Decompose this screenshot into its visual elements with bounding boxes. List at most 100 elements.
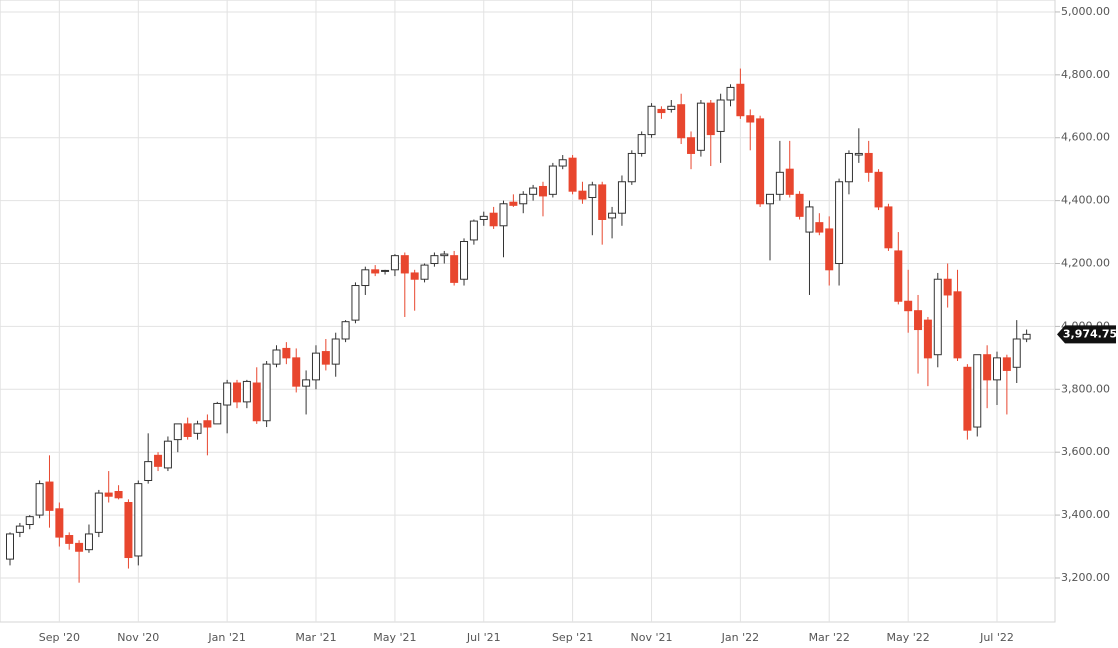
- candle-body: [706, 102, 715, 136]
- candle-body: [55, 508, 64, 538]
- candle-body: [815, 222, 824, 233]
- x-tick-label: Jan '22: [721, 631, 759, 644]
- candle-body: [114, 490, 123, 499]
- candle-body: [321, 351, 330, 365]
- candle-body: [469, 220, 478, 241]
- candle-body: [914, 310, 923, 331]
- candle-body: [104, 492, 113, 497]
- x-tick-label: Nov '21: [631, 631, 673, 644]
- candle-body: [864, 152, 873, 173]
- candle-body: [598, 184, 607, 220]
- candle-body: [775, 171, 784, 195]
- candle-body: [519, 193, 528, 205]
- candle-body: [213, 402, 222, 425]
- y-tick-label: 4,400.00: [1061, 194, 1110, 207]
- candle-body: [84, 533, 93, 551]
- candle-body: [272, 349, 281, 365]
- candle-body: [578, 190, 587, 200]
- candle-body: [884, 206, 893, 249]
- candle-body: [410, 272, 419, 280]
- candle-body: [94, 492, 103, 533]
- candle-body: [993, 357, 1001, 381]
- candle-body: [154, 454, 163, 467]
- candle-body: [943, 278, 952, 296]
- y-tick-label: 5,000.00: [1061, 5, 1110, 18]
- candle-body: [1002, 357, 1011, 371]
- candle-body: [292, 357, 301, 387]
- candle-body: [203, 420, 212, 428]
- candle-body: [341, 321, 350, 340]
- candle-body: [25, 516, 34, 526]
- candle-body: [1022, 333, 1031, 340]
- candle-body: [173, 423, 182, 441]
- candle-body: [667, 105, 676, 110]
- y-tick-label: 4,200.00: [1061, 257, 1110, 270]
- plot-frame: [0, 0, 1056, 623]
- candle-body: [124, 502, 133, 559]
- candle-body: [242, 380, 251, 403]
- candle-body: [134, 483, 143, 557]
- candle-body: [361, 269, 370, 287]
- y-tick-label: 3,800.00: [1061, 382, 1110, 395]
- candle-body: [825, 228, 834, 271]
- x-tick-label: May '22: [887, 631, 930, 644]
- candle-body: [854, 152, 863, 156]
- x-tick-label: Mar '21: [295, 631, 336, 644]
- candle-body: [558, 159, 567, 167]
- candle-body: [351, 285, 360, 321]
- candle-body: [45, 481, 54, 511]
- candle-body: [756, 118, 765, 205]
- candle-body: [430, 255, 439, 265]
- y-tick-label: 3,400.00: [1061, 508, 1110, 521]
- x-tick-label: Nov '20: [117, 631, 159, 644]
- candle-body: [716, 99, 725, 132]
- candle-body: [973, 354, 982, 428]
- candle-body: [933, 278, 942, 356]
- candle-body: [302, 379, 311, 387]
- candle-body: [696, 102, 705, 151]
- candle-body: [479, 215, 488, 220]
- candle-body: [687, 137, 696, 154]
- x-tick-label: Sep '21: [552, 631, 593, 644]
- candle-body: [963, 366, 972, 431]
- candle-body: [440, 253, 449, 257]
- candle-body: [311, 352, 320, 381]
- candle-body: [420, 264, 429, 280]
- candle-body: [400, 255, 409, 274]
- candle-body: [835, 181, 844, 265]
- y-tick-label: 4,600.00: [1061, 131, 1110, 144]
- candle-body: [746, 115, 755, 123]
- candle-body: [894, 250, 903, 302]
- x-tick-label: Sep '20: [39, 631, 80, 644]
- candle-body: [568, 157, 577, 192]
- candle-body: [844, 152, 853, 183]
- candle-body: [657, 108, 666, 114]
- y-tick-label: 4,800.00: [1061, 68, 1110, 81]
- candle-body: [874, 171, 883, 208]
- candle-body: [183, 423, 192, 437]
- candle-body: [904, 300, 913, 312]
- x-tick-label: Jul '22: [979, 631, 1014, 644]
- candle-body: [450, 255, 459, 283]
- candle-body: [538, 185, 547, 197]
- candle-body: [489, 212, 498, 227]
- x-tick-label: May '21: [373, 631, 416, 644]
- candle-body: [795, 193, 804, 217]
- candle-body: [331, 338, 340, 365]
- candle-body: [509, 201, 518, 206]
- candle-body: [726, 86, 735, 101]
- candle-body: [262, 363, 271, 422]
- candle-body: [548, 165, 557, 195]
- x-tick-label: Mar '22: [809, 631, 850, 644]
- candle-body: [390, 255, 399, 271]
- candle-body: [193, 423, 202, 434]
- candle-body: [923, 319, 932, 359]
- x-tick-label: Jul '21: [466, 631, 501, 644]
- y-tick-label: 3,600.00: [1061, 445, 1110, 458]
- candle-body: [529, 187, 538, 195]
- candle-body: [805, 206, 814, 233]
- candle-body: [617, 181, 626, 214]
- candle-body: [499, 203, 508, 227]
- candle-body: [983, 354, 992, 381]
